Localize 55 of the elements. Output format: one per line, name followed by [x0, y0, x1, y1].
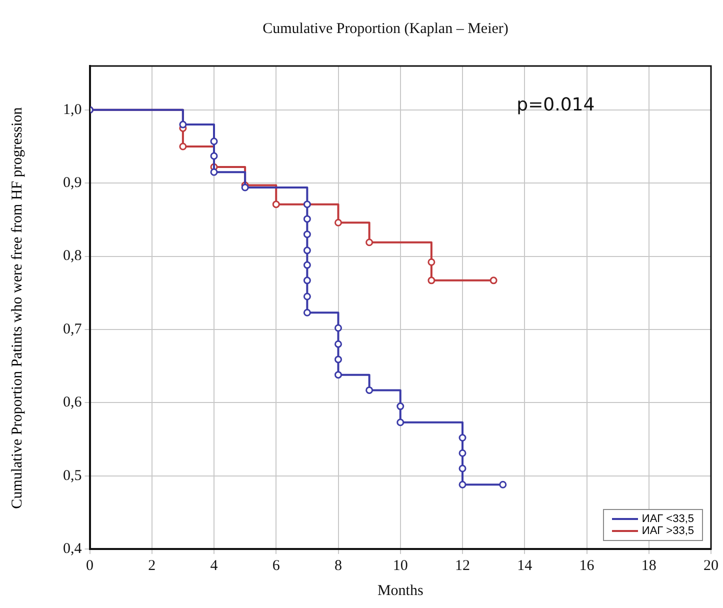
x-tick-label: 20	[704, 558, 718, 574]
point	[334, 340, 342, 348]
x-tick-label: 10	[392, 558, 408, 574]
point	[396, 418, 404, 426]
x-tick-label: 12	[455, 558, 470, 574]
x-tick-label: 8	[334, 558, 342, 574]
x-axis-title: Months	[377, 582, 424, 599]
y-tick-label: 0,5	[63, 468, 82, 484]
point	[458, 449, 466, 457]
point	[428, 258, 436, 266]
point	[428, 276, 436, 284]
y-tick-label: 0,4	[63, 540, 82, 557]
legend-label: ИАГ >33,5	[642, 525, 694, 537]
point	[303, 308, 311, 316]
y-axis-title: Cumulative Proportion Patints who were free from HF progression	[8, 106, 26, 510]
point	[210, 138, 218, 146]
point	[303, 230, 311, 238]
y-tick-label: 1,0	[63, 102, 82, 118]
chart-title: Cumulative Proportion (Kaplan – Meier)	[262, 20, 508, 37]
x-tick-label: 14	[517, 558, 533, 574]
point	[458, 464, 466, 472]
annotation: p=0.014	[516, 94, 595, 116]
point	[210, 152, 218, 160]
point	[210, 168, 218, 176]
x-tick-label: 0	[86, 558, 94, 574]
y-tick-label: 0,8	[63, 248, 82, 264]
point	[303, 246, 311, 254]
point	[334, 371, 342, 379]
point	[303, 261, 311, 269]
point	[499, 480, 507, 488]
point	[303, 292, 311, 300]
point	[396, 402, 404, 410]
point	[334, 218, 342, 226]
x-tick-label: 4	[210, 558, 218, 574]
x-tick-label: 18	[641, 558, 656, 574]
point	[179, 120, 187, 128]
point	[490, 276, 498, 284]
point	[366, 386, 374, 394]
point	[272, 200, 280, 208]
x-tick-label: 6	[272, 558, 280, 574]
point	[334, 324, 342, 332]
y-tick-label: 0,9	[63, 175, 82, 192]
point	[179, 142, 187, 150]
y-tick-label: 0,6	[63, 394, 82, 411]
point	[303, 215, 311, 223]
y-tick-label: 0,7	[63, 321, 82, 338]
point	[458, 434, 466, 442]
point	[366, 238, 374, 246]
point	[458, 480, 466, 488]
point	[334, 356, 342, 364]
x-tick-label: 2	[148, 558, 156, 574]
legend-label: ИАГ <33,5	[642, 513, 694, 525]
point	[303, 200, 311, 208]
x-tick-label: 16	[579, 558, 595, 574]
point	[303, 276, 311, 284]
